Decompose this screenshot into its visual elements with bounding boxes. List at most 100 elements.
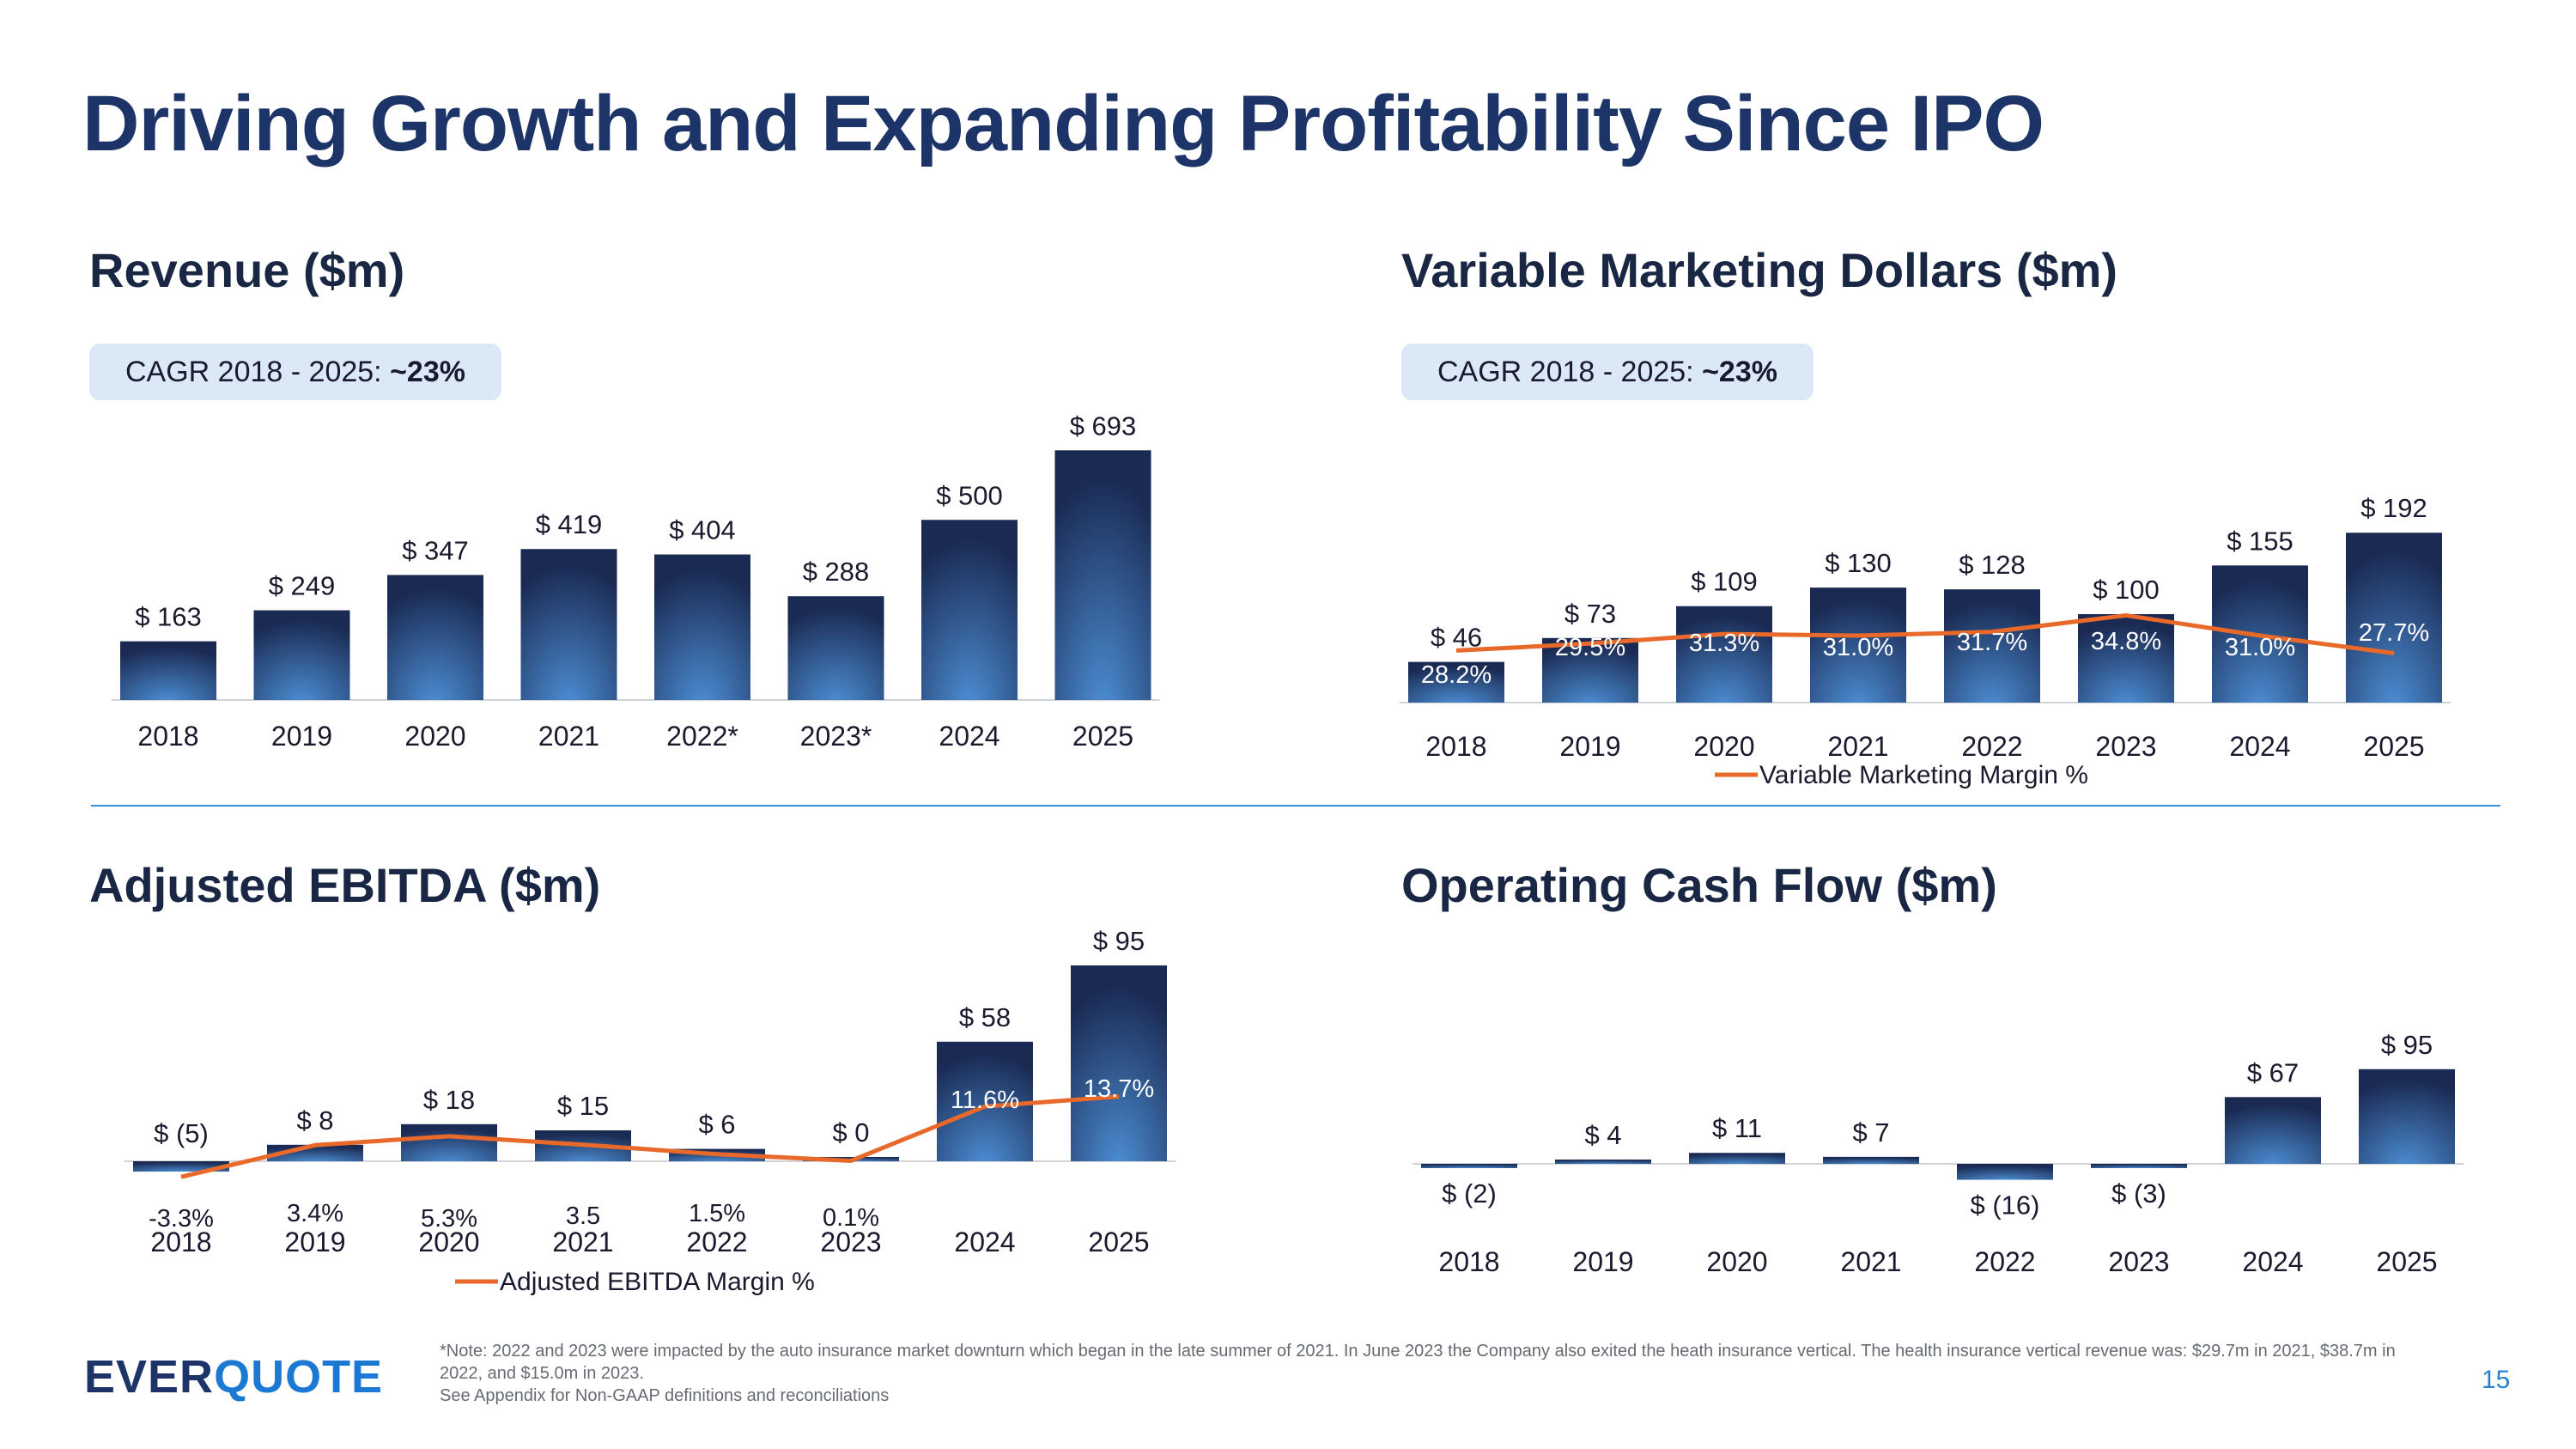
ocf-category-label: 2022: [1974, 1246, 2035, 1277]
footnote-line1: *Note: 2022 and 2023 were impacted by th…: [440, 1342, 2396, 1383]
ebitda-value-label: $ 6: [698, 1110, 735, 1140]
revenue-category-label: 2019: [271, 721, 332, 752]
ebitda-chart: $ (5) 2018 $ 8 2019 $ 18 2020 $ 15 2021 $ 6 2022 $…: [125, 926, 1176, 1296]
vmd-category-label: 2022: [1961, 731, 2022, 762]
footnote-line2: See Appendix for Non-GAAP definitions an…: [440, 1386, 890, 1405]
ocf-bar: [1957, 1164, 2053, 1180]
ebitda-category-label: 2018: [150, 1227, 211, 1257]
vmd-value-label: $ 100: [2093, 575, 2160, 605]
ebitda-margin-label: -3.3%: [149, 1205, 214, 1233]
ebitda-value-label: $ 95: [1093, 926, 1145, 956]
ocf-title: Operating Cash Flow ($m): [1401, 858, 1997, 912]
ocf-chart: $ (2) 2018 $ 4 2019 $ 11 2020 $ 7 2021 $ (16) 202…: [1413, 1030, 2464, 1277]
revenue-value-label: $ 347: [402, 535, 469, 565]
ocf-category-label: 2023: [2108, 1246, 2169, 1277]
page-number: 15: [2482, 1366, 2511, 1394]
vmd-category-label: 2023: [2095, 731, 2156, 762]
ebitda-value-label: $ 0: [832, 1117, 869, 1148]
vmd-value-label: $ 73: [1564, 599, 1616, 629]
ocf-bar: [2091, 1164, 2187, 1168]
footnote: *Note: 2022 and 2023 were impacted by th…: [440, 1340, 2415, 1407]
revenue-value-label: $ 693: [1070, 411, 1137, 441]
vmd-category-label: 2019: [1559, 731, 1620, 762]
vmd-category-label: 2024: [2229, 731, 2290, 762]
vmd-value-label: $ 109: [1691, 567, 1758, 597]
ebitda-margin-label: 13.7%: [1084, 1075, 1154, 1103]
ocf-bar: [2225, 1097, 2321, 1164]
ebitda-category-label: 2022: [686, 1227, 747, 1257]
ebitda-bar: [937, 1041, 1033, 1161]
vmd-cagr-prefix: CAGR 2018 - 2025:: [1437, 356, 1703, 388]
revenue-category-label: 2024: [939, 721, 999, 752]
revenue-bar: [787, 596, 884, 700]
ocf-bar: [1555, 1160, 1651, 1164]
ebitda-value-label: $ 58: [959, 1002, 1011, 1032]
ebitda-value-label: $ 8: [296, 1105, 333, 1135]
vmd-bar: [1542, 637, 1638, 703]
revenue-bar: [520, 549, 617, 700]
ocf-value-label: $ (2): [1442, 1178, 1497, 1209]
revenue-bar: [921, 520, 1018, 700]
vmd-value-label: $ 128: [1959, 550, 2026, 580]
ocf-bar: [1823, 1156, 1919, 1164]
ocf-value-label: $ 67: [2247, 1057, 2299, 1087]
ebitda-bar: [1071, 965, 1167, 1161]
revenue-bar: [120, 641, 216, 700]
ebitda-value-label: $ 18: [423, 1085, 475, 1115]
ocf-value-label: $ 7: [1852, 1117, 1889, 1148]
ebitda-margin-label: 5.3%: [421, 1205, 477, 1233]
everquote-logo: EVERQUOTE: [84, 1350, 383, 1403]
ebitda-category-label: 2025: [1088, 1227, 1149, 1257]
ocf-bar: [2359, 1068, 2455, 1164]
vmd-title: Variable Marketing Dollars ($m): [1401, 243, 2118, 297]
revenue-chart: $ 163 2018 $ 249 2019 $ 347 2020 $ 419 2021 $ 40…: [112, 411, 1160, 752]
vmd-margin-label: 29.5%: [1555, 634, 1625, 661]
vmd-category-label: 2020: [1693, 731, 1754, 762]
ebitda-bar: [401, 1123, 497, 1161]
revenue-bar: [387, 575, 483, 700]
ocf-category-label: 2024: [2242, 1246, 2303, 1277]
revenue-category-label: 2020: [404, 721, 465, 752]
vmd-margin-label: 31.0%: [1823, 634, 1893, 661]
ebitda-category-label: 2020: [418, 1227, 479, 1257]
vmd-margin-label: 34.8%: [2091, 628, 2161, 655]
ebitda-category-label: 2019: [284, 1227, 345, 1257]
ocf-value-label: $ 95: [2381, 1030, 2433, 1060]
page-title: Driving Growth and Expanding Profitabili…: [82, 80, 2044, 167]
revenue-category-label: 2021: [538, 721, 599, 752]
vmd-bar: [1810, 588, 1906, 703]
ocf-category-label: 2021: [1840, 1246, 1901, 1277]
revenue-value-label: $ 288: [803, 557, 870, 587]
revenue-bar: [253, 610, 350, 700]
ocf-value-label: $ 11: [1712, 1113, 1762, 1143]
revenue-value-label: $ 419: [536, 509, 603, 539]
vmd-value-label: $ 46: [1431, 623, 1482, 653]
vmd-category-label: 2018: [1425, 731, 1486, 762]
ocf-value-label: $ 4: [1584, 1120, 1621, 1150]
revenue-bar: [654, 554, 750, 700]
vmd-margin-label: 28.2%: [1421, 661, 1492, 689]
ocf-value-label: $ (3): [2111, 1178, 2166, 1209]
revenue-cagr-prefix: CAGR 2018 - 2025:: [125, 356, 391, 388]
ebitda-margin-label: 0.1%: [823, 1204, 879, 1232]
ocf-category-label: 2020: [1706, 1246, 1767, 1277]
revenue-category-label: 2023*: [800, 721, 872, 752]
ebitda-margin-label: 11.6%: [951, 1087, 1019, 1114]
vmd-legend-label: Variable Marketing Margin %: [1759, 761, 2088, 789]
revenue-value-label: $ 249: [269, 571, 336, 601]
revenue-bar: [1054, 450, 1151, 700]
revenue-category-label: 2025: [1072, 721, 1133, 752]
ebitda-margin-label: 3.5: [566, 1202, 600, 1230]
vmd-cagr-value: ~23%: [1702, 356, 1777, 388]
ocf-bar: [1421, 1164, 1517, 1168]
revenue-title: Revenue ($m): [89, 243, 405, 297]
vmd-bar: [1676, 606, 1772, 703]
ebitda-category-label: 2021: [552, 1227, 613, 1257]
ebitda-margin-label: 1.5%: [689, 1200, 745, 1227]
vmd-margin-label: 31.7%: [1957, 629, 2027, 656]
vmd-category-label: 2021: [1827, 731, 1888, 762]
vmd-value-label: $ 192: [2360, 493, 2427, 523]
vmd-chart: $ 46 2018 $ 73 2019 $ 109 2020 $ 130 2021 $ 128 2…: [1400, 493, 2451, 789]
revenue-value-label: $ 163: [135, 602, 202, 632]
vmd-margin-label: 27.7%: [2359, 619, 2429, 647]
